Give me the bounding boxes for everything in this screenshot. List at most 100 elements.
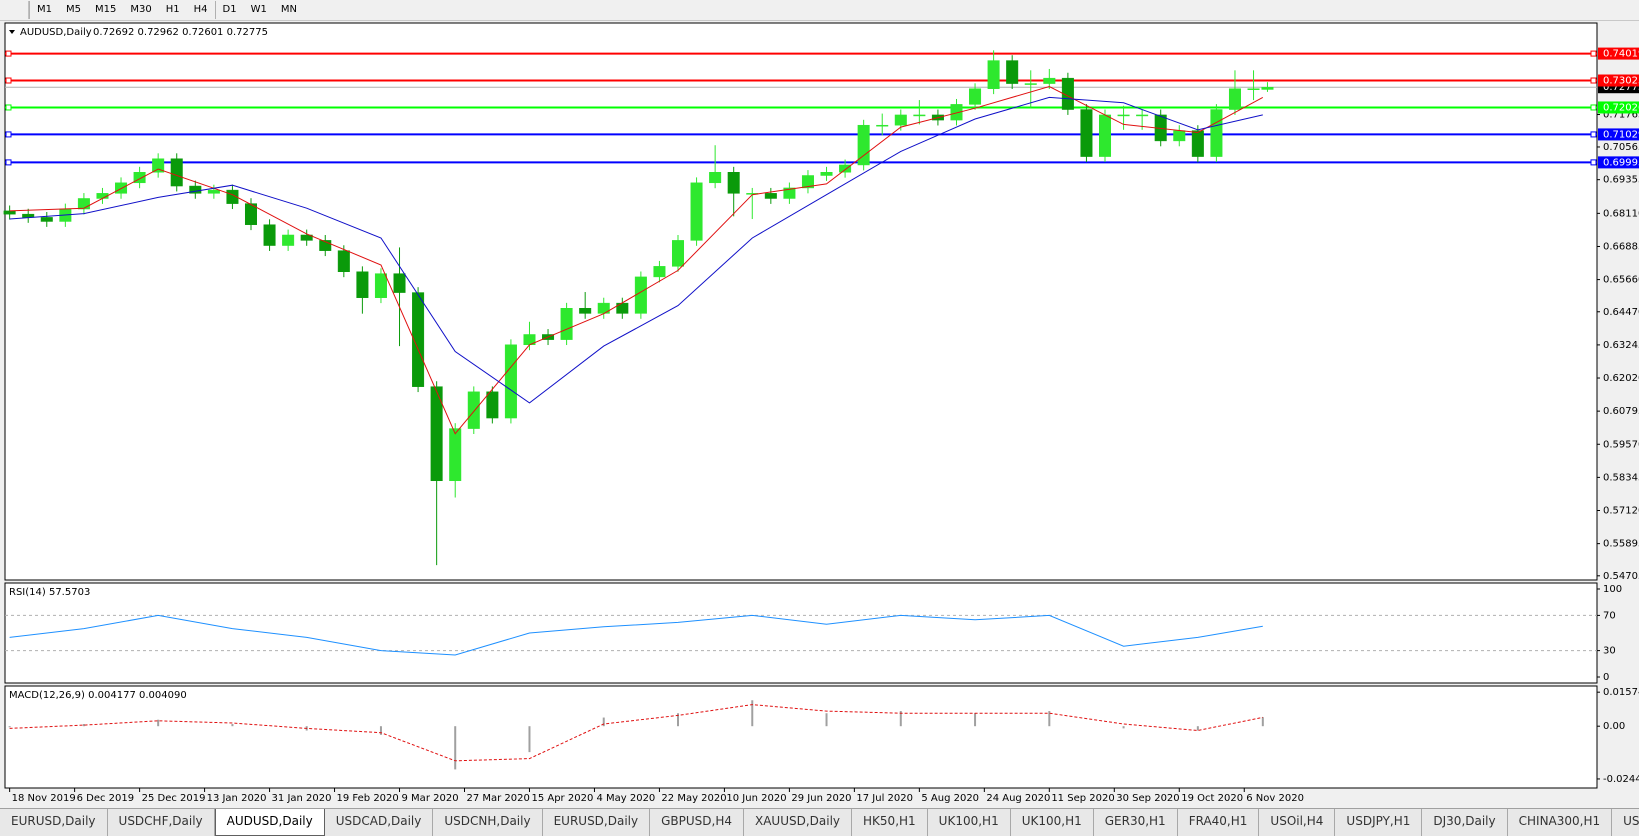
level-anchor xyxy=(1590,159,1597,166)
x-tick-label: 15 Apr 2020 xyxy=(531,793,593,804)
chart-tab[interactable]: AUDUSD,Daily xyxy=(214,809,325,836)
candle-body xyxy=(579,308,592,314)
candle-body xyxy=(783,187,796,199)
ohlc-values: 0.72692 0.72962 0.72601 0.72775 xyxy=(93,27,268,38)
chart-tab[interactable]: USDCHF,Daily xyxy=(108,809,215,836)
macd-title: MACD(12,26,9) 0.004177 0.004090 xyxy=(9,690,187,701)
candle-body xyxy=(356,271,369,298)
y-tick-label: 0.00 xyxy=(1603,721,1625,732)
y-tick-label: 0.55895 xyxy=(1603,539,1639,550)
candle-body xyxy=(1043,77,1056,84)
level-price-label: 0.71029 xyxy=(1603,129,1639,140)
candle-body xyxy=(709,172,722,184)
level-anchor xyxy=(5,50,12,57)
chart-tab[interactable]: UK100,H1 xyxy=(1011,809,1094,836)
candle-body xyxy=(412,292,425,387)
timeframe-button[interactable]: H1 xyxy=(165,4,180,15)
main-panel xyxy=(4,22,1598,581)
level-anchor xyxy=(1590,104,1597,111)
level-price-box xyxy=(1598,47,1639,60)
x-tick-label: 30 Sep 2020 xyxy=(1116,793,1179,804)
chart-tab[interactable]: XAUUSD,Daily xyxy=(744,809,853,836)
x-tick-label: 27 Mar 2020 xyxy=(466,793,529,804)
chart-tab[interactable]: UK100,H1 xyxy=(928,809,1011,836)
x-tick-label: 6 Nov 2020 xyxy=(1246,793,1304,804)
timeframe-button[interactable]: D1 xyxy=(214,1,244,19)
y-tick-label: 70 xyxy=(1603,610,1616,621)
timeframe-button[interactable]: W1 xyxy=(250,4,267,15)
candle-body xyxy=(430,386,443,482)
level-anchor xyxy=(5,131,12,138)
candle-body xyxy=(263,224,276,246)
timeframe-button[interactable]: M5 xyxy=(66,4,81,15)
candle-body xyxy=(969,88,982,105)
moving-average xyxy=(9,96,1263,404)
symbol-menu-arrow[interactable] xyxy=(9,30,15,34)
chart-tab[interactable]: GER30,H1 xyxy=(1094,809,1178,836)
candle-body xyxy=(467,391,480,429)
chart-tab[interactable]: USOil,H1 xyxy=(1612,809,1639,836)
candle-body xyxy=(133,172,146,184)
candle-body xyxy=(1080,109,1093,157)
chart-tab[interactable]: USDCAD,Daily xyxy=(325,809,434,836)
level-anchor xyxy=(5,104,12,111)
bid-price-label: 0.72775 xyxy=(1603,82,1639,93)
level-anchor xyxy=(1590,50,1597,57)
chart-tab[interactable]: EURUSD,Daily xyxy=(543,809,651,836)
timeframe-button[interactable]: M15 xyxy=(95,4,117,15)
y-tick-label: 0.54705 xyxy=(1603,571,1639,582)
y-tick-label: 0.66885 xyxy=(1603,241,1639,252)
timeframe-button[interactable]: M30 xyxy=(130,4,152,15)
chart-tab[interactable]: USDJPY,H1 xyxy=(1335,809,1423,836)
x-tick-label: 11 Sep 2020 xyxy=(1051,793,1114,804)
candle-body xyxy=(300,234,313,241)
candle-body xyxy=(950,104,963,121)
chart-tab[interactable]: GBPUSD,H4 xyxy=(650,809,744,836)
candle-body xyxy=(1261,86,1274,90)
timeframe-toolbar: M1 M5 M15 M30 H1 H4 D1 W1 MN xyxy=(0,0,1639,21)
level-price-label: 0.74019 xyxy=(1603,49,1639,60)
chart-tab[interactable]: USDCNH,Daily xyxy=(433,809,543,836)
chart-tab[interactable]: DJ30,Daily xyxy=(1422,809,1508,836)
candle-body xyxy=(1173,130,1186,142)
macd-signal-line xyxy=(9,704,1263,762)
candle-body xyxy=(634,276,647,314)
candle-body xyxy=(207,189,220,194)
level-anchor xyxy=(1590,131,1597,138)
chart-window: AUDUSD,Daily 0.72692 0.72962 0.72601 0.7… xyxy=(3,22,1639,804)
chart-tab[interactable]: EURUSD,Daily xyxy=(0,809,108,836)
level-price-box xyxy=(1598,74,1639,87)
candle-body xyxy=(170,158,183,187)
toolbar-dropdown[interactable] xyxy=(0,1,29,19)
x-tick-label: 5 Aug 2020 xyxy=(921,793,979,804)
candle-body xyxy=(560,308,573,340)
x-tick-label: 22 May 2020 xyxy=(661,793,726,804)
chart-tab[interactable]: FRA40,H1 xyxy=(1178,809,1260,836)
timeframe-button[interactable]: M1 xyxy=(29,1,59,19)
candle-body xyxy=(690,182,703,241)
candle-body xyxy=(319,240,332,251)
timeframe-button[interactable]: H4 xyxy=(193,4,208,15)
candle-body xyxy=(486,391,499,419)
chart-tab[interactable]: USOil,H4 xyxy=(1259,809,1336,836)
level-price-box xyxy=(1598,156,1639,169)
x-tick-label: 25 Dec 2019 xyxy=(142,793,206,804)
chart-tab[interactable]: HK50,H1 xyxy=(852,809,928,836)
candle-body xyxy=(987,60,1000,89)
candle-body xyxy=(913,114,926,117)
candle-body xyxy=(671,240,685,267)
candle-body xyxy=(244,203,257,225)
x-tick-label: 6 Dec 2019 xyxy=(77,793,135,804)
y-tick-label: 0.70565 xyxy=(1603,142,1639,153)
rsi-title: RSI(14) 57.5703 xyxy=(9,587,90,598)
candle-body xyxy=(764,193,777,199)
level-price-label: 0.72026 xyxy=(1603,102,1639,113)
timeframe-button[interactable]: MN xyxy=(280,4,297,15)
chart-tab[interactable]: CHINA300,H1 xyxy=(1508,809,1613,836)
